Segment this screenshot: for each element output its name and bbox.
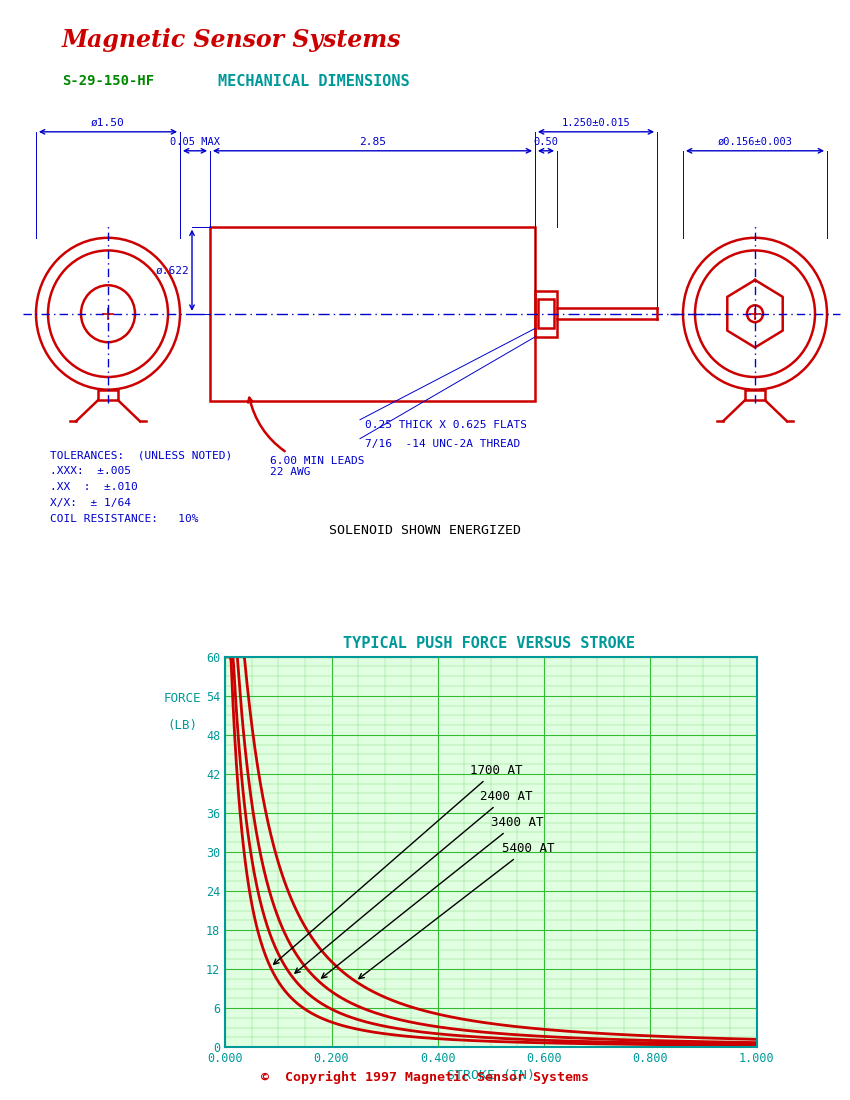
Text: .XXX:  ±.005: .XXX: ±.005 [50, 466, 131, 476]
Text: ø0.156±0.003: ø0.156±0.003 [717, 136, 792, 146]
Bar [535, 290, 557, 337]
Text: TOLERANCES:  (UNLESS NOTED): TOLERANCES: (UNLESS NOTED) [50, 450, 232, 460]
Text: TYPICAL PUSH FORCE VERSUS STROKE: TYPICAL PUSH FORCE VERSUS STROKE [343, 636, 635, 651]
Text: S-29-150-HF: S-29-150-HF [62, 74, 154, 88]
Text: 2400 AT: 2400 AT [295, 790, 533, 974]
Text: (LB): (LB) [167, 719, 198, 733]
Text: .XX  :  ±.010: .XX : ±.010 [50, 482, 138, 492]
Text: ©  Copyright 1997 Magnetic Sensor Systems: © Copyright 1997 Magnetic Sensor Systems [261, 1070, 589, 1084]
Bar [98, 389, 118, 400]
Text: 1700 AT: 1700 AT [274, 763, 522, 965]
Text: Magnetic Sensor Systems: Magnetic Sensor Systems [62, 29, 401, 53]
Text: 1.250±0.015: 1.250±0.015 [562, 118, 631, 128]
Text: 3400 AT: 3400 AT [321, 816, 543, 978]
X-axis label: STROKE (IN): STROKE (IN) [447, 1069, 535, 1082]
Text: 6.00 MIN LEADS
22 AWG: 6.00 MIN LEADS 22 AWG [248, 398, 365, 477]
Text: ø.622: ø.622 [156, 265, 189, 275]
Text: 0.05 MAX: 0.05 MAX [170, 136, 220, 146]
Text: COIL RESISTANCE:   10%: COIL RESISTANCE: 10% [50, 514, 199, 524]
Text: X/X:  ± 1/64: X/X: ± 1/64 [50, 497, 131, 508]
Text: 5400 AT: 5400 AT [359, 842, 554, 979]
Text: FORCE: FORCE [164, 692, 201, 705]
Bar [538, 299, 554, 329]
Text: ø1.50: ø1.50 [91, 118, 125, 128]
Text: MECHANICAL DIMENSIONS: MECHANICAL DIMENSIONS [218, 74, 410, 89]
Bar [745, 389, 765, 400]
Text: 7/16  -14 UNC-2A THREAD: 7/16 -14 UNC-2A THREAD [365, 439, 520, 449]
Text: 0.50: 0.50 [534, 136, 558, 146]
Text: SOLENOID SHOWN ENERGIZED: SOLENOID SHOWN ENERGIZED [329, 524, 521, 537]
Text: 2.85: 2.85 [359, 136, 386, 146]
Bar [210, 227, 535, 400]
Text: 0.25 THICK X 0.625 FLATS: 0.25 THICK X 0.625 FLATS [365, 420, 527, 430]
